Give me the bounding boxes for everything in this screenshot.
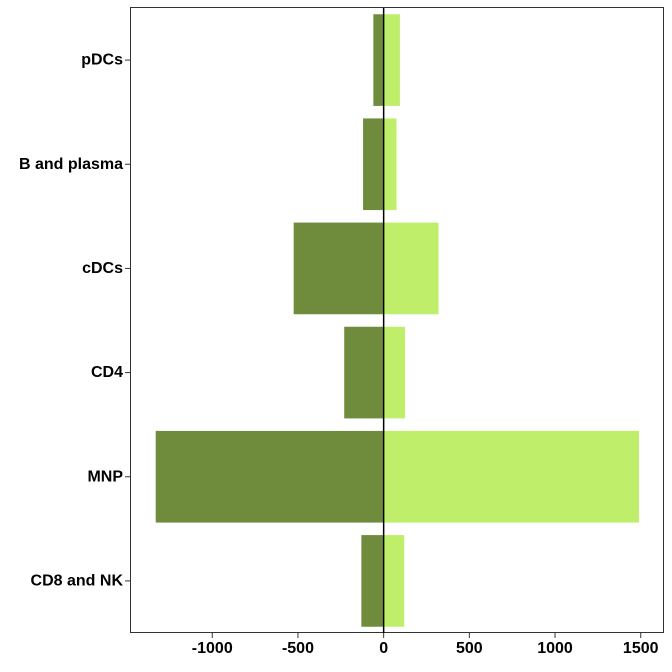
bar-pdcs-series-0 [373,14,384,106]
bar-pdcs-series-1 [383,14,400,106]
bar-cd4-series-0 [344,326,384,419]
y-tick-label: CD8 and NK [31,572,124,589]
bars-group [155,14,640,627]
plot-panel [130,7,664,633]
bar-cdcs-series-1 [383,222,439,315]
x-tick-label: 1500 [623,640,659,657]
x-tick-label: -1000 [192,640,233,657]
bar-mnp-series-0 [155,430,384,523]
y-tick-label: pDCs [81,52,123,69]
y-tick-label: B and plasma [19,156,123,173]
bar-b-and-plasma-series-0 [363,118,384,211]
bar-cd8-and-nk-series-0 [361,535,384,627]
x-tick-label: 500 [456,640,483,657]
y-tick-label: cDCs [82,260,123,277]
bar-cd8-and-nk-series-1 [383,535,405,627]
bar-cdcs-series-0 [293,222,384,315]
y-tick-label: CD4 [91,364,123,381]
y-axis: pDCs B and plasma cDCs CD4 MNP CD8 and NK [19,52,130,589]
bar-b-and-plasma-series-1 [383,118,397,211]
x-tick-label: 0 [379,640,388,657]
x-axis: -1000 -500 0 500 1000 1500 [192,633,659,657]
bar-cd4-series-1 [383,326,406,419]
bar-mnp-series-1 [383,430,640,523]
x-tick-label: -500 [282,640,314,657]
y-tick-label: MNP [87,468,123,485]
x-tick-label: 1000 [537,640,573,657]
